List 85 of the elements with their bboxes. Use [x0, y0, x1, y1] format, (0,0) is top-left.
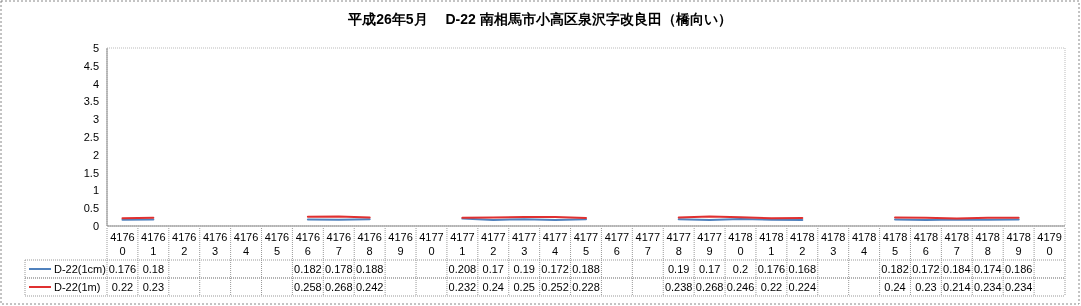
data-label: 0.188	[572, 263, 600, 275]
x-tick-label: 41772	[481, 231, 506, 257]
data-label: 0.23	[915, 281, 937, 293]
x-tick-label: 41770	[419, 231, 444, 257]
x-tick-label: 41775	[573, 231, 599, 257]
x-tick-label: 41777	[635, 231, 661, 257]
data-label: 0.228	[572, 281, 600, 293]
x-tick-label: 41784	[851, 231, 877, 257]
data-label: 0.22	[760, 281, 783, 293]
x-tick-label: 41765	[264, 231, 290, 257]
x-tick-label: 41780	[728, 231, 753, 257]
data-label: 0.174	[973, 263, 1002, 275]
data-label: 0.172	[912, 263, 940, 275]
data-label: 0.246	[726, 281, 755, 293]
x-tick-label: 41764	[233, 231, 259, 257]
data-label: 0.234	[1004, 281, 1033, 293]
legend-label: D-22(1cm)	[54, 263, 106, 275]
data-label: 0.18	[142, 263, 165, 275]
data-label: 0.24	[884, 281, 906, 293]
x-tick-label: 41760	[110, 231, 135, 257]
x-tick-label: 41771	[450, 231, 475, 257]
data-label: 0.168	[788, 263, 817, 275]
data-label: 0.176	[108, 263, 137, 275]
data-label: 0.22	[111, 281, 134, 293]
data-label: 0.17	[482, 263, 504, 275]
data-label: 0.19	[513, 263, 535, 275]
x-tick-label: 41776	[604, 231, 630, 257]
data-label: 0.172	[541, 263, 569, 275]
data-label: 0.23	[142, 281, 165, 293]
x-tick-label: 41787	[944, 231, 970, 257]
x-tick-label: 41786	[913, 231, 939, 257]
y-tick-label: 4	[92, 77, 99, 90]
data-label: 0.176	[757, 263, 786, 275]
data-label: 0.2	[732, 263, 749, 275]
data-label: 0.188	[355, 263, 384, 275]
x-tick-label: 41766	[295, 231, 321, 257]
data-label: 0.182	[294, 263, 322, 275]
data-label: 0.258	[294, 281, 322, 293]
x-tick-label: 41781	[759, 231, 784, 257]
data-label: 0.242	[355, 281, 384, 293]
y-tick-label: 3.5	[83, 95, 99, 108]
data-label: 0.252	[541, 281, 569, 293]
y-tick-label: 2.5	[83, 131, 99, 143]
x-tick-label: 41782	[790, 231, 815, 257]
data-label: 0.224	[788, 281, 817, 293]
data-label: 0.232	[448, 281, 477, 293]
data-label: 0.24	[482, 281, 504, 293]
data-label: 0.268	[695, 281, 724, 293]
data-label: 0.214	[943, 281, 971, 293]
x-tick-label: 41778	[666, 231, 691, 257]
data-label: 0.234	[973, 281, 1002, 293]
x-tick-label: 41761	[141, 231, 166, 257]
x-tick-label: 41762	[172, 231, 197, 257]
y-tick-label: 1.5	[83, 166, 99, 179]
x-tick-label: 41788	[975, 231, 1000, 257]
x-tick-label: 41763	[202, 231, 228, 257]
data-label: 0.25	[513, 281, 535, 293]
x-tick-label: 41783	[820, 231, 846, 257]
x-tick-label: 41789	[1006, 231, 1031, 257]
y-tick-label: 0.5	[83, 202, 99, 215]
data-label: 0.186	[1004, 263, 1033, 275]
y-tick-label: 5	[92, 42, 99, 54]
y-tick-label: 4.5	[83, 59, 99, 72]
data-label: 0.268	[325, 281, 353, 293]
y-tick-label: 3	[92, 113, 99, 126]
x-tick-label: 41767	[326, 231, 352, 257]
y-tick-label: 0	[92, 220, 99, 232]
x-tick-label: 41785	[882, 231, 908, 257]
data-label: 0.19	[668, 263, 690, 275]
y-tick-label: 1	[92, 184, 99, 197]
data-label: 0.182	[881, 263, 909, 275]
data-label: 0.208	[448, 263, 477, 275]
x-tick-label: 41774	[542, 231, 568, 257]
x-tick-label: 41773	[511, 231, 537, 257]
x-tick-label: 41768	[357, 231, 382, 257]
data-label: 0.17	[698, 263, 721, 275]
x-tick-label: 41790	[1037, 231, 1062, 257]
legend-label: D-22(1m)	[54, 281, 101, 293]
chart-title: 平成26年5月 D-22 南相馬市小高区泉沢字改良田（橋向い）	[347, 11, 732, 27]
x-tick-label: 41769	[388, 231, 413, 257]
y-tick-label: 2	[92, 148, 99, 161]
data-label: 0.238	[664, 281, 693, 293]
data-label: 0.184	[943, 263, 971, 275]
data-label: 0.178	[325, 263, 353, 275]
x-tick-label: 41779	[697, 231, 722, 257]
